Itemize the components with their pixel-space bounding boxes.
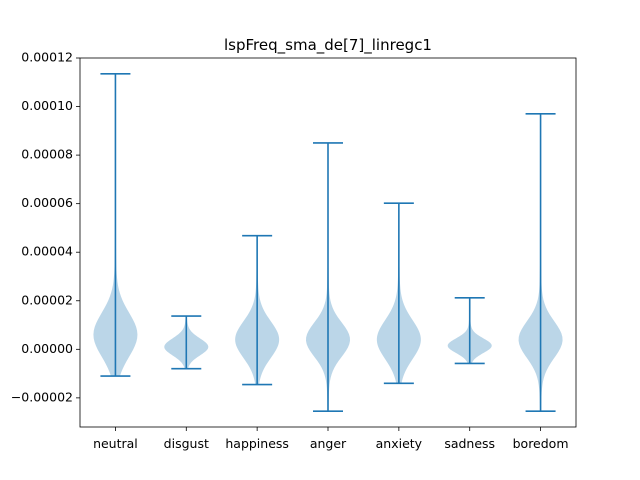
- y-tick-label: 0.00002: [21, 292, 73, 307]
- x-tick-label: anxiety: [376, 436, 423, 451]
- plot-frame: [79, 57, 577, 428]
- y-tick-label: 0.00010: [21, 98, 73, 113]
- x-tick-label: anger: [310, 436, 347, 451]
- y-tick-label: 0.00004: [21, 244, 73, 259]
- x-tick-label: happiness: [225, 436, 289, 451]
- y-tick-label: 0.00000: [21, 341, 73, 356]
- x-tick-label: disgust: [164, 436, 209, 451]
- y-tick-label: 0.00006: [21, 195, 73, 210]
- x-tick-label: boredom: [513, 436, 569, 451]
- y-tick-label: 0.00008: [21, 147, 73, 162]
- violins-layer: [93, 72, 563, 413]
- chart-title: lspFreq_sma_de[7]_linregc1: [224, 36, 432, 55]
- y-tick-label: −0.00002: [11, 389, 73, 404]
- y-tick-label: 0.00012: [21, 50, 73, 65]
- x-tick-label: sadness: [444, 436, 495, 451]
- x-tick-label: neutral: [93, 436, 138, 451]
- y-axis: −0.00002 0.00000 0.00002 0.00004 0.00006 0.00…: [11, 50, 80, 404]
- x-axis: neutral disgust happiness anger anxiety sadne…: [93, 427, 569, 451]
